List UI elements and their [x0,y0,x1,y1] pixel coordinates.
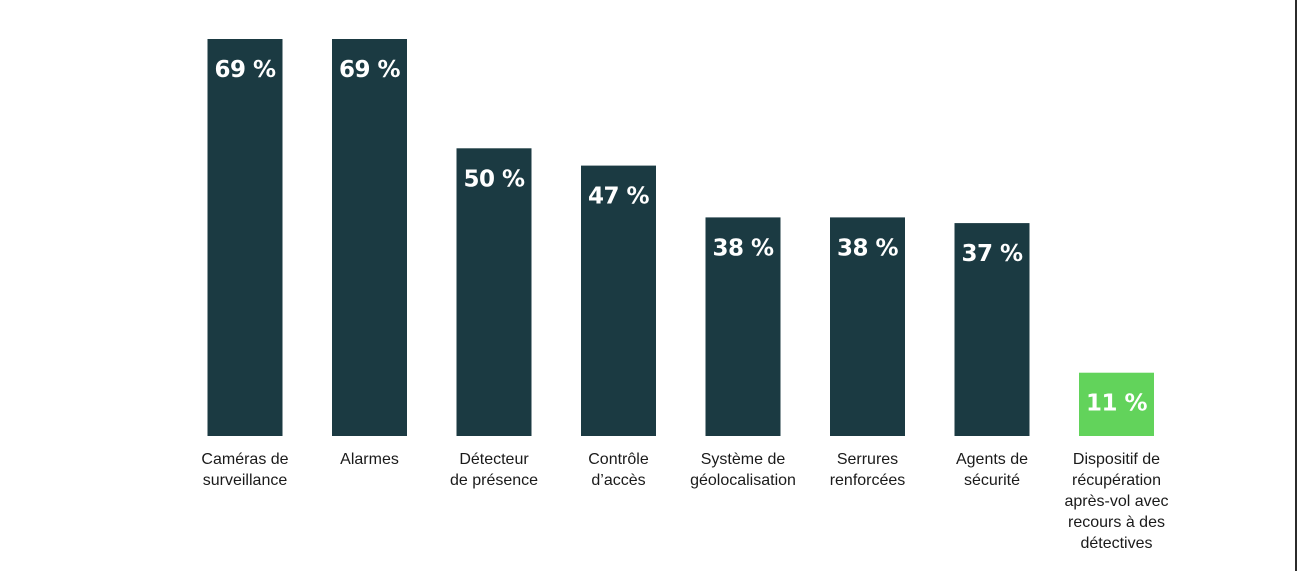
bar [581,165,656,436]
category-label: Caméras de surveillance [201,451,289,489]
page-right-border [1295,0,1297,571]
category-label: Système de géolocalisation [690,451,796,489]
category-label: Alarmes [340,451,399,468]
bar-value-label: 37 % [961,241,1023,267]
bar [207,39,283,436]
bar-value-label: 47 % [588,184,650,210]
bar-value-label: 69 % [339,57,401,83]
bar-value-label: 69 % [214,57,276,83]
category-label: Détecteur de présence [449,451,539,489]
bar-value-label: 50 % [463,166,525,192]
bar-value-label: 11 % [1086,391,1148,417]
bar [954,223,1030,436]
category-label: Agents de sécurité [955,451,1029,489]
bar [705,217,781,436]
bar [1079,372,1154,436]
bar [456,148,532,437]
bar-value-label: 38 % [712,235,774,261]
category-label: Dispositif de récupération après-vol ave… [1064,451,1169,552]
category-label: Contrôle d’accès [588,451,649,489]
bar [332,39,407,436]
bar [830,217,905,436]
category-label: Serrures renforcées [829,451,906,489]
bar-value-label: 38 % [837,235,899,261]
